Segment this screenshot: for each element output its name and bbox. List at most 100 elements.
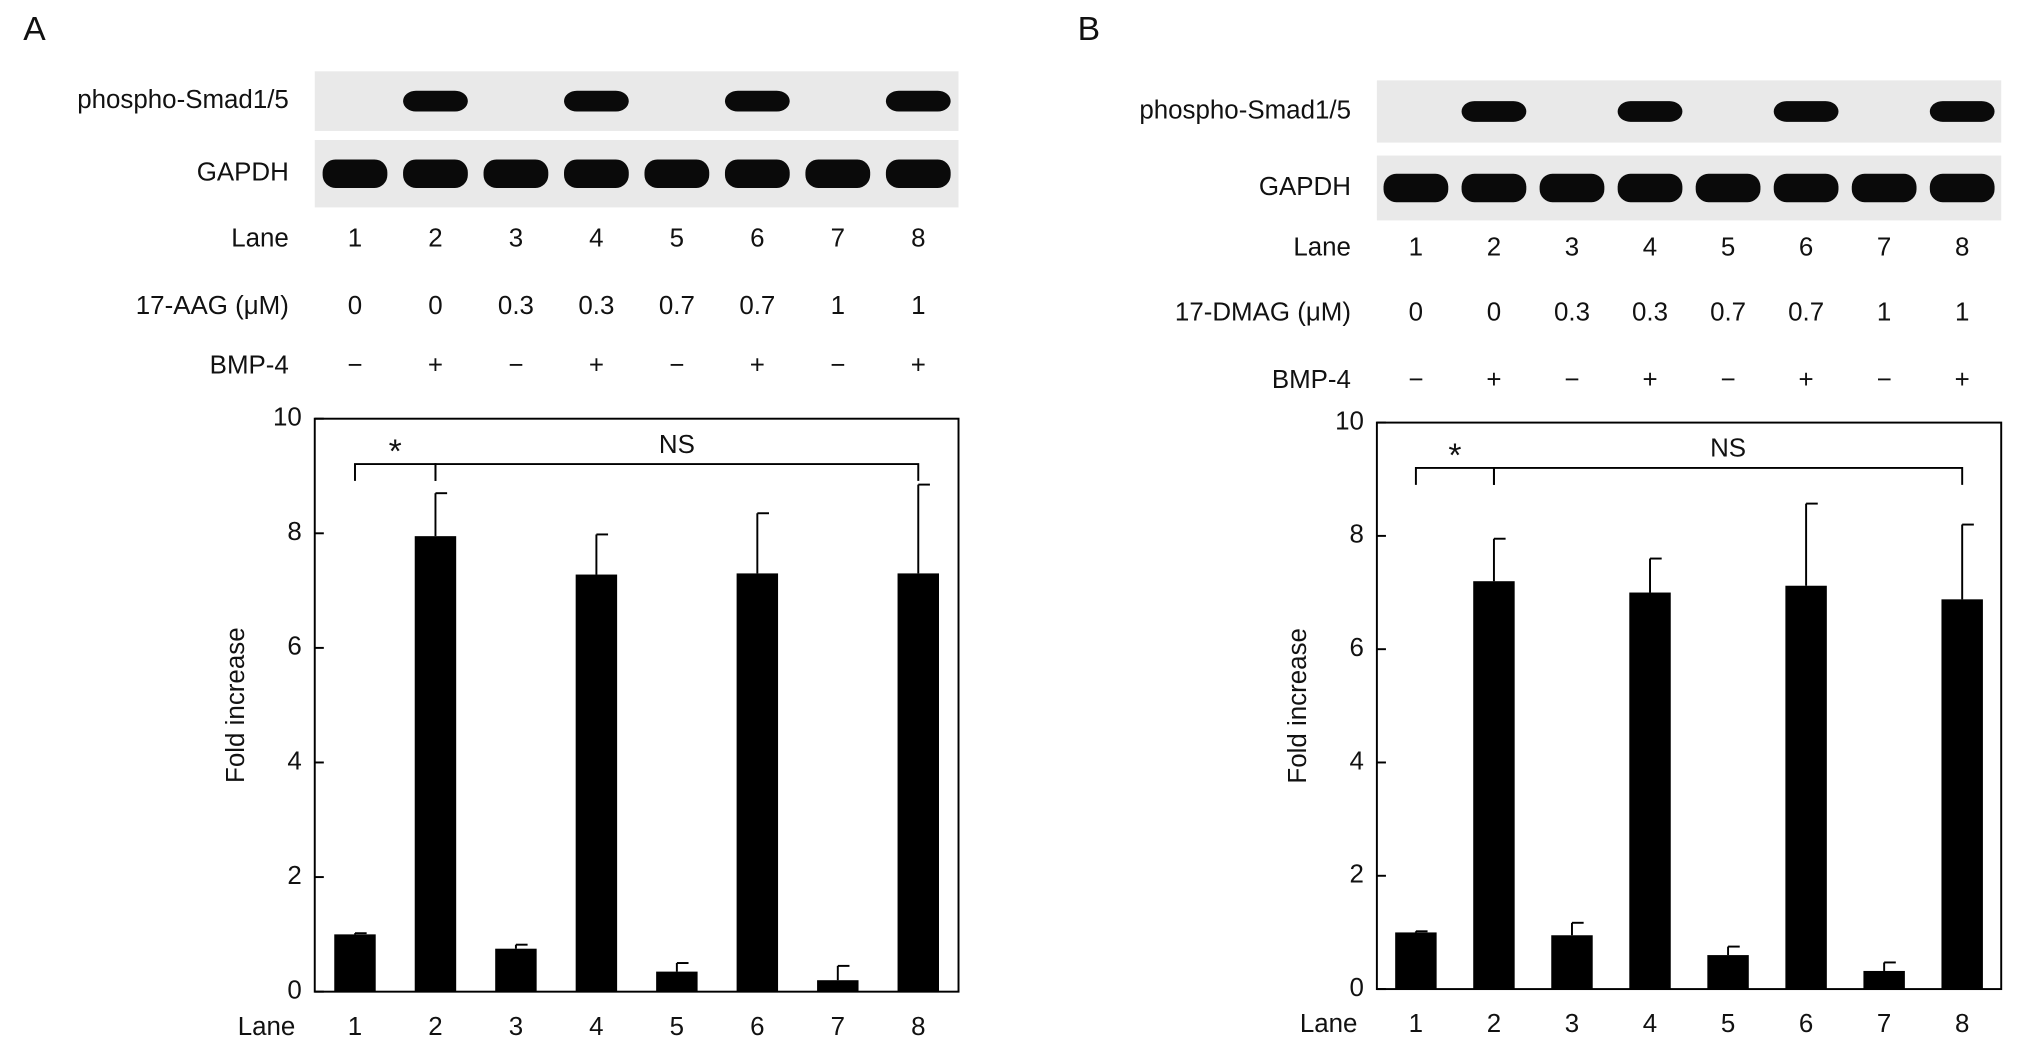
- condition-label: Lane: [231, 225, 289, 253]
- condition-value: −: [669, 352, 684, 380]
- significance-bracket: [1492, 466, 1964, 485]
- x-tick-label: 6: [1799, 1010, 1813, 1038]
- y-tick-label: 8: [1350, 521, 1364, 549]
- condition-value: +: [428, 352, 443, 380]
- bar: [575, 574, 618, 992]
- bar: [656, 971, 698, 992]
- condition-value: 0: [428, 292, 442, 320]
- significance-label: NS: [659, 431, 695, 459]
- plot-frame: [1375, 421, 2003, 991]
- x-axis-label: Lane: [1300, 1010, 1358, 1038]
- x-tick-label: 7: [831, 1013, 845, 1041]
- panel-label: B: [1078, 11, 1100, 48]
- y-axis-label: Fold increase: [222, 627, 250, 783]
- x-tick-label: 8: [1955, 1010, 1969, 1038]
- condition-value: 1: [911, 292, 925, 320]
- y-tick-label: 2: [1350, 861, 1364, 889]
- y-tick-label: 4: [287, 747, 301, 775]
- bar: [897, 573, 939, 992]
- blot-band: [805, 159, 871, 188]
- panel-label: A: [23, 11, 46, 48]
- condition-value: 0: [1487, 299, 1501, 327]
- bar: [1785, 585, 1827, 990]
- bar: [495, 948, 537, 992]
- blot-band: [1617, 173, 1683, 203]
- y-tick-label: 4: [1350, 747, 1364, 775]
- blot-label: phospho-Smad1/5: [77, 86, 289, 114]
- x-tick-label: 6: [750, 1013, 764, 1041]
- condition-value: +: [589, 352, 604, 380]
- y-tick-label: 6: [287, 633, 301, 661]
- blot-band: [1539, 173, 1605, 203]
- condition-value: 5: [1721, 234, 1735, 262]
- condition-value: 3: [509, 225, 523, 253]
- condition-value: 3: [1565, 234, 1579, 262]
- blot-band: [564, 90, 629, 112]
- y-tick-label: 10: [273, 404, 302, 432]
- significance-label: *: [389, 434, 402, 471]
- y-tick-label: 0: [1350, 974, 1364, 1002]
- condition-value: +: [1955, 366, 1970, 394]
- condition-value: +: [1799, 366, 1814, 394]
- condition-label: BMP-4: [1272, 366, 1351, 394]
- condition-value: 0.3: [1554, 299, 1590, 327]
- blot-band: [1695, 173, 1761, 203]
- condition-value: 6: [1799, 234, 1813, 262]
- x-tick-label: 2: [1487, 1010, 1501, 1038]
- condition-value: 7: [1877, 234, 1891, 262]
- bar: [1863, 970, 1905, 990]
- significance-label: NS: [1710, 435, 1746, 463]
- blot-band: [885, 159, 951, 188]
- condition-value: 5: [670, 225, 684, 253]
- condition-value: 8: [911, 225, 925, 253]
- condition-label: 17-DMAG (μM): [1175, 299, 1351, 327]
- blot-band: [483, 159, 549, 188]
- y-tick-label: 6: [1350, 634, 1364, 662]
- condition-value: 0: [348, 292, 362, 320]
- condition-value: −: [1877, 366, 1892, 394]
- x-tick-label: 5: [1721, 1010, 1735, 1038]
- condition-value: 0.7: [1788, 299, 1824, 327]
- y-tick-label: 10: [1335, 407, 1364, 435]
- bar: [334, 934, 376, 992]
- condition-value: 4: [1643, 234, 1657, 262]
- x-tick-label: 4: [589, 1013, 603, 1041]
- x-tick-label: 4: [1643, 1010, 1657, 1038]
- blot-label: GAPDH: [197, 159, 289, 187]
- significance-bracket: [434, 463, 920, 481]
- x-tick-label: 2: [428, 1013, 442, 1041]
- x-tick-label: 7: [1877, 1010, 1891, 1038]
- blot-band: [1461, 101, 1527, 122]
- condition-value: 4: [589, 225, 603, 253]
- condition-value: 0.7: [1710, 299, 1746, 327]
- significance-label: *: [1448, 437, 1461, 474]
- blot-band: [724, 90, 790, 112]
- condition-value: −: [830, 352, 845, 380]
- condition-value: +: [911, 352, 926, 380]
- condition-value: 0: [1409, 299, 1423, 327]
- x-tick-label: 1: [348, 1013, 362, 1041]
- blot-label: phospho-Smad1/5: [1139, 96, 1351, 124]
- condition-value: −: [347, 352, 362, 380]
- condition-value: 0.7: [659, 292, 695, 320]
- condition-value: +: [1486, 366, 1501, 394]
- bar: [817, 980, 859, 992]
- blot-band: [1383, 173, 1449, 203]
- x-tick-label: 1: [1409, 1010, 1423, 1038]
- blot-band: [403, 159, 468, 188]
- condition-value: 8: [1955, 234, 1969, 262]
- blot-band: [1929, 101, 1995, 122]
- condition-value: 1: [1877, 299, 1891, 327]
- condition-value: 1: [348, 225, 362, 253]
- bar: [414, 536, 457, 992]
- blot-band: [1773, 101, 1839, 122]
- condition-value: 0.3: [498, 292, 534, 320]
- x-axis-label: Lane: [238, 1013, 296, 1041]
- condition-value: 6: [750, 225, 764, 253]
- condition-value: 1: [831, 292, 845, 320]
- condition-label: 17-AAG (μM): [136, 292, 289, 320]
- blot-band: [1929, 173, 1995, 203]
- condition-value: 2: [428, 225, 442, 253]
